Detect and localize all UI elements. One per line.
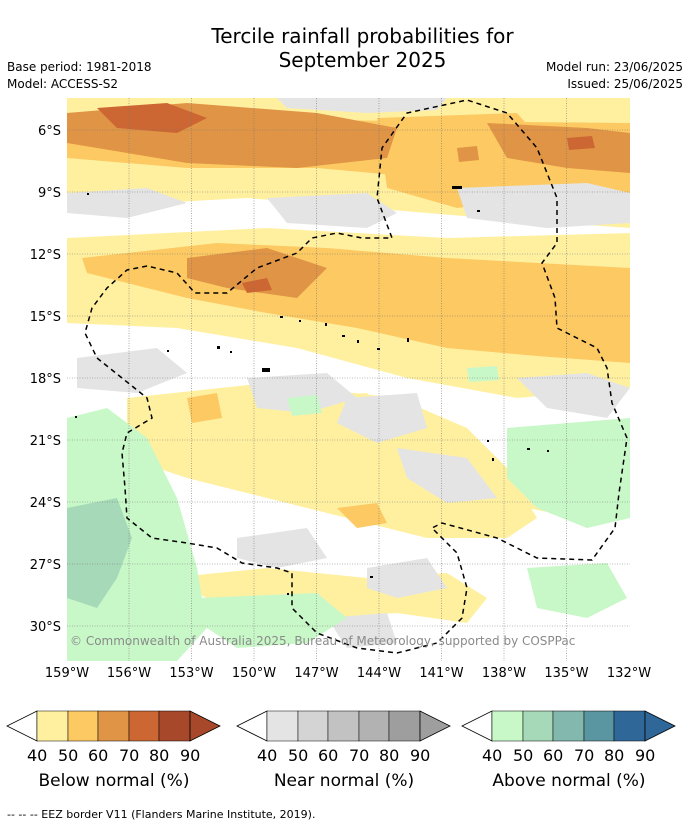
- lat-tick: 27°S: [29, 558, 61, 573]
- lat-tick: 24°S: [29, 496, 61, 511]
- colorbar-arrow: [419, 710, 451, 742]
- lon-tick: 159°W: [44, 666, 90, 681]
- colorbar-swatch: [613, 710, 646, 742]
- lon-tick: 144°W: [356, 666, 402, 681]
- meta-right: Model run: 23/06/2025 Issued: 25/06/2025: [546, 59, 683, 93]
- lat-tick: 21°S: [29, 434, 61, 449]
- colorbar-swatch: [327, 710, 360, 742]
- lon-tick: 153°W: [169, 666, 214, 681]
- title-line-2: September 2025: [278, 48, 447, 72]
- below-normal-70-layer: [97, 103, 595, 293]
- colorbar-tick: 70: [574, 746, 595, 765]
- lon-tick: 138°W: [481, 666, 527, 681]
- colorbar-swatch: [522, 710, 554, 742]
- eez-border: [84, 99, 628, 654]
- colorbar-swatch: [358, 710, 390, 742]
- colorbar-swatch: [158, 710, 191, 742]
- lat-tick: 9°S: [37, 186, 61, 201]
- colorbar-tick: 90: [180, 746, 201, 765]
- colorbar-tick: 60: [318, 746, 339, 765]
- lon-tick: 156°W: [106, 666, 152, 681]
- colorbar-swatch: [128, 710, 160, 742]
- map-title: Tercile rainfall probabilities for Septe…: [0, 24, 690, 72]
- colorbar-below-ticks: 40 50 60 70 80 90: [6, 746, 222, 766]
- colorbar-tick: 40: [257, 746, 278, 765]
- colorbar-tick: 60: [88, 746, 109, 765]
- colorbar-tick: 70: [119, 746, 140, 765]
- base-period: Base period: 1981-2018: [7, 60, 152, 74]
- colorbar-above-normal: [461, 710, 677, 744]
- colorbar-tick: 70: [349, 746, 370, 765]
- colorbar-swatch: [583, 710, 615, 742]
- lon-tick: 132°W: [606, 666, 652, 681]
- colorbar-tick: 40: [27, 746, 48, 765]
- lat-tick: 30°S: [29, 620, 61, 635]
- above-normal-50-layer: [67, 498, 132, 608]
- lat-tick: 12°S: [29, 248, 61, 263]
- islands: [75, 186, 549, 595]
- lat-tick: 6°S: [37, 124, 61, 139]
- colorbar-tick: 90: [410, 746, 431, 765]
- eez-footnote: -- -- -- EEZ border V11 (Flanders Marine…: [7, 808, 316, 821]
- colorbar-tick: 60: [543, 746, 564, 765]
- colorbar-tick: 50: [58, 746, 79, 765]
- colorbar-swatch: [266, 710, 299, 742]
- colorbar-swatch: [491, 710, 524, 742]
- colorbar-swatch: [36, 710, 69, 742]
- title-line-1: Tercile rainfall probabilities for: [211, 24, 514, 48]
- colorbar-tick: 40: [482, 746, 503, 765]
- lon-tick: 141°W: [419, 666, 464, 681]
- colorbar-above-swatches: [461, 710, 676, 742]
- map-svg: [67, 98, 630, 661]
- colorbar-below-normal: [6, 710, 222, 744]
- colorbar-below-swatches: [6, 710, 221, 742]
- colorbar-near-label: Near normal (%): [273, 771, 415, 791]
- colorbar-arrow: [189, 710, 221, 742]
- colorbar-swatch: [297, 710, 329, 742]
- colorbar-swatch: [67, 710, 99, 742]
- colorbar-tick: 50: [513, 746, 534, 765]
- model-run: Model run: 23/06/2025: [545, 60, 683, 74]
- colorbar-above-label: Above normal (%): [492, 771, 646, 791]
- near-normal-40-layer: [67, 98, 630, 648]
- rainfall-map: [67, 98, 630, 661]
- colorbar-swatch: [552, 710, 585, 742]
- copyright-notice: © Commonwealth of Australia 2025, Bureau…: [70, 634, 576, 648]
- issued-date: Issued: 25/06/2025: [567, 77, 683, 91]
- colorbar-near-normal: [236, 710, 452, 744]
- colorbar-above-ticks: 40 50 60 70 80 90: [461, 746, 677, 766]
- lon-tick: 135°W: [544, 666, 589, 681]
- colorbar-tick: 80: [379, 746, 400, 765]
- colorbar-near-ticks: 40 50 60 70 80 90: [236, 746, 452, 766]
- model-name: Model: ACCESS-S2: [7, 77, 119, 91]
- colorbar-tick: 80: [149, 746, 170, 765]
- meta-left: Base period: 1981-2018 Model: ACCESS-S2: [7, 59, 152, 93]
- colorbar-swatch: [388, 710, 421, 742]
- lon-tick: 150°W: [231, 666, 277, 681]
- colorbar-below-label: Below normal (%): [38, 771, 190, 791]
- colorbar-swatch: [97, 710, 130, 742]
- colorbar-tick: 80: [604, 746, 625, 765]
- lon-tick: 147°W: [294, 666, 339, 681]
- colorbar-near-swatches: [236, 710, 451, 742]
- lat-tick: 18°S: [29, 372, 61, 387]
- colorbar-tick: 50: [288, 746, 309, 765]
- colorbar-arrow: [644, 710, 676, 742]
- colorbar-tick: 90: [635, 746, 656, 765]
- lat-tick: 15°S: [29, 310, 61, 325]
